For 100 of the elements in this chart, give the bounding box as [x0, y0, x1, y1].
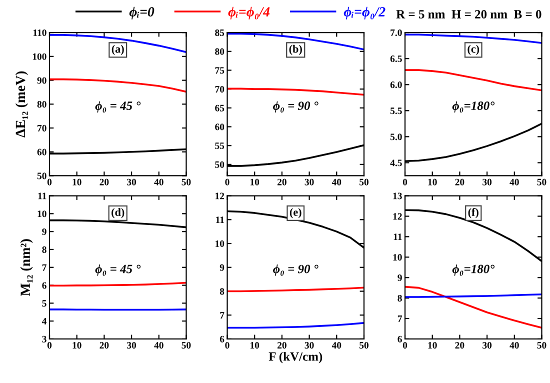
x-tick-label: 30: [482, 342, 492, 349]
x-tick-label: 40: [154, 342, 164, 349]
annotation: (e): [290, 208, 302, 218]
y-axis-title: M₁₂ (nm²): [20, 239, 33, 296]
x-tick-label: 40: [332, 178, 342, 186]
y-tick-label: 70: [38, 124, 46, 132]
x-tick-label: 20: [455, 178, 464, 186]
y-tick-label: 60: [37, 148, 46, 156]
y-tick-label: 80: [215, 48, 224, 55]
annotation: ϕ₀ = 90 °: [273, 101, 318, 113]
y-tick-label: 5.0: [390, 134, 402, 140]
x-tick-label: 20: [100, 342, 109, 349]
legend-label: ϕᵢ=ϕ₀/2: [344, 6, 386, 20]
y-tick-label: 50: [37, 172, 46, 180]
annotation: (a): [112, 44, 124, 55]
y-tick-label: 7.0: [390, 29, 402, 36]
y-axis-title: ΔE₁₂ (meV): [15, 71, 28, 138]
x-tick-label: 30: [304, 342, 314, 349]
y-tick-label: 5: [42, 300, 46, 307]
x-tick-label: 20: [278, 342, 286, 349]
y-tick-label: 6: [220, 336, 224, 342]
y-tick-label: 4: [42, 318, 47, 324]
x-tick-label: 0: [47, 178, 52, 186]
x-tick-label: 50: [537, 178, 546, 186]
x-tick-label: 30: [127, 178, 136, 186]
y-tick-label: 5.5: [390, 108, 402, 114]
y-tick-label: 65: [215, 104, 224, 112]
y-tick-label: 11: [394, 234, 402, 240]
x-tick-label: 30: [304, 178, 314, 186]
x-tick-label: 50: [537, 342, 546, 349]
x-tick-label: 10: [72, 342, 82, 349]
y-tick-label: 6: [42, 282, 46, 289]
x-tick-label: 20: [100, 178, 109, 186]
x-tick-label: 50: [360, 342, 368, 349]
y-tick-label: 7: [220, 312, 224, 318]
x-tick-label: 0: [225, 342, 230, 349]
line-series: [405, 69, 542, 92]
x-tick-label: 20: [455, 342, 464, 349]
x-tick-label: 50: [182, 342, 191, 349]
legend-label: ϕᵢ=0: [129, 6, 154, 20]
x-tick-label: 50: [182, 178, 191, 186]
x-tick-label: 10: [428, 342, 437, 349]
y-tick-label: 9: [220, 264, 224, 271]
y-tick-label: 8: [220, 288, 224, 295]
x-axis-title: F (kV/cm): [268, 352, 322, 364]
y-tick-label: 9: [42, 228, 46, 236]
x-tick-label: 10: [428, 178, 437, 186]
x-tick-label: 40: [510, 342, 519, 349]
y-tick-label: 6: [398, 336, 402, 342]
y-tick-label: 85: [215, 29, 224, 36]
x-tick-label: 10: [72, 178, 82, 186]
y-tick-label: 6.5: [390, 56, 402, 62]
y-tick-label: 70: [215, 86, 224, 93]
line-series: [227, 88, 364, 96]
x-tick-label: 0: [225, 178, 230, 186]
y-tick-label: 8: [398, 294, 402, 302]
annotation: ϕ₀=180°: [452, 101, 495, 113]
annotation: (f): [468, 208, 478, 218]
annotation: (c): [468, 44, 480, 55]
y-tick-label: 6.0: [390, 82, 402, 88]
annotation: (b): [289, 44, 302, 55]
x-tick-label: 30: [482, 178, 492, 186]
y-tick-label: 90: [37, 77, 46, 84]
y-tick-label: 10: [216, 240, 224, 247]
y-tick-label: 10: [38, 210, 46, 218]
annotation: ϕ₀=180°: [452, 264, 495, 276]
x-tick-label: 40: [510, 178, 519, 186]
y-tick-label: 7: [398, 316, 402, 322]
legend-label: ϕᵢ=ϕ₀/4: [228, 6, 270, 20]
y-tick-label: 13: [393, 192, 402, 200]
y-tick-label: 9: [398, 274, 402, 282]
y-tick-label: 55: [215, 142, 224, 150]
y-tick-label: 11: [38, 192, 46, 200]
annotation: (d): [112, 208, 124, 218]
y-tick-label: 100: [32, 53, 46, 60]
annotation: ϕ₀ = 90 °: [273, 264, 318, 276]
x-tick-label: 20: [278, 178, 286, 186]
x-tick-label: 0: [402, 342, 408, 349]
x-tick-label: 0: [47, 342, 52, 349]
y-tick-label: 110: [33, 29, 46, 36]
y-tick-label: 3: [42, 336, 46, 342]
y-tick-label: 7: [42, 264, 46, 271]
annotation: ϕ₀ = 45 °: [95, 264, 141, 276]
y-tick-label: 11: [216, 216, 224, 224]
x-tick-label: 40: [332, 342, 342, 349]
annotation: ϕ₀ = 45 °: [95, 101, 141, 113]
x-tick-label: 10: [250, 342, 260, 349]
y-tick-label: 10: [393, 254, 402, 261]
x-tick-label: 40: [154, 178, 164, 186]
text: R = 5 nm H = 20 nm B = 0: [396, 10, 542, 18]
line-series: [405, 286, 542, 329]
y-tick-label: 12: [393, 213, 402, 220]
y-tick-label: 4.5: [390, 160, 402, 166]
y-tick-label: 8: [42, 246, 46, 253]
y-tick-label: 80: [37, 101, 46, 108]
line-series: [50, 78, 186, 93]
x-tick-label: 50: [360, 178, 368, 186]
y-tick-label: 12: [216, 192, 224, 200]
y-tick-label: 50: [215, 161, 224, 168]
x-tick-label: 30: [127, 342, 136, 349]
